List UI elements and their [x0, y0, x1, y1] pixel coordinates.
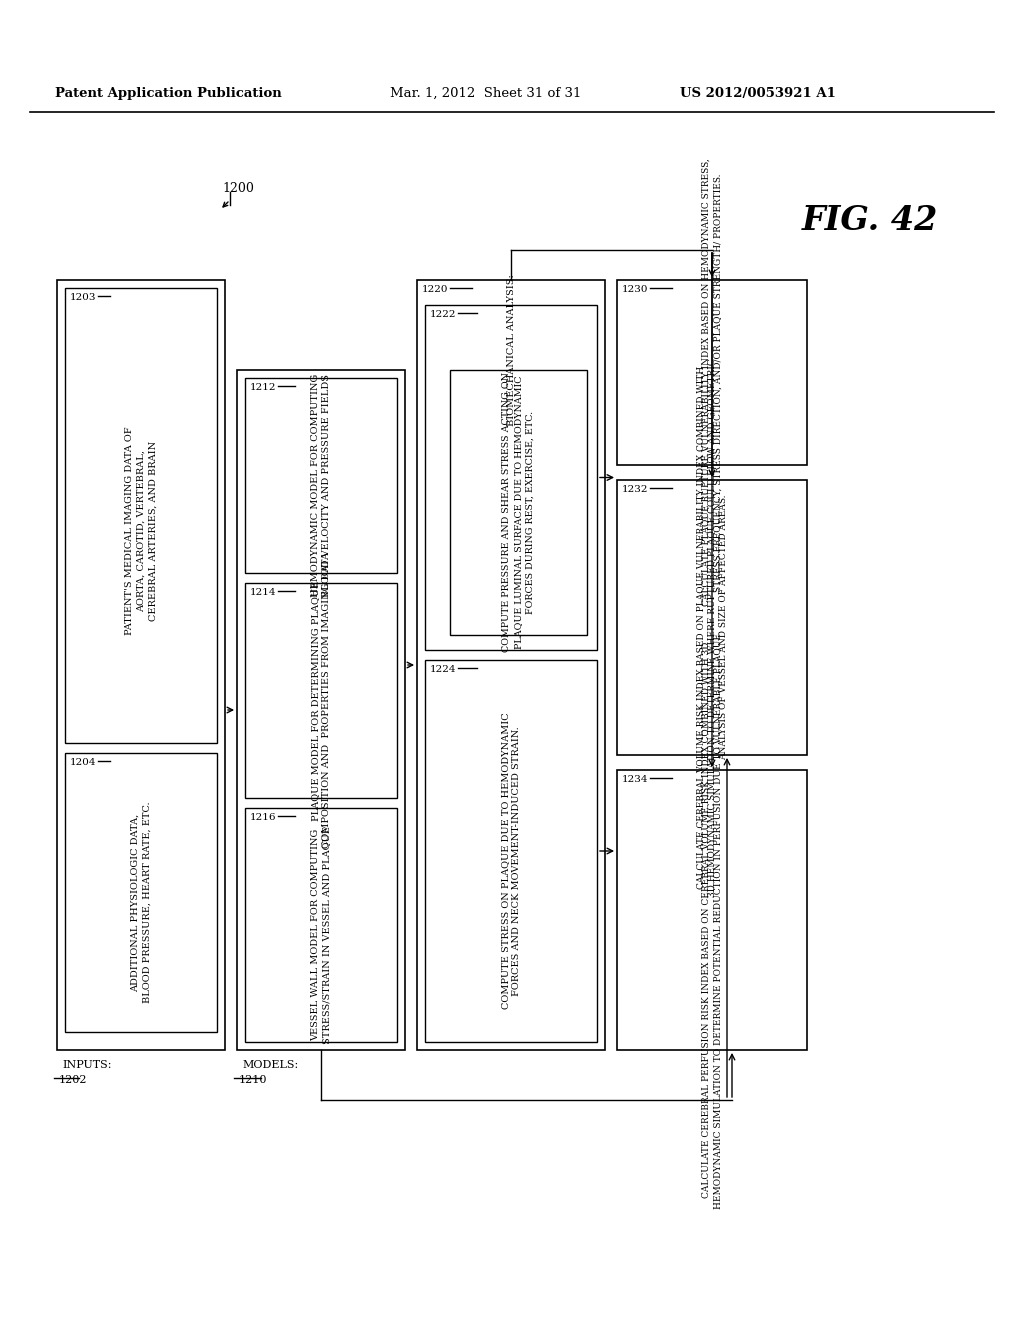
- Bar: [57, 280, 225, 1049]
- Text: HEMODYNAMIC MODEL FOR COMPUTING
BLOOD VELOCITY AND PRESSURE FIELDS: HEMODYNAMIC MODEL FOR COMPUTING BLOOD VE…: [310, 374, 332, 597]
- Text: 1224: 1224: [430, 665, 457, 675]
- Text: ADDITIONAL PHYSIOLOGIC DATA,
BLOOD PRESSURE, HEART RATE, ETC.: ADDITIONAL PHYSIOLOGIC DATA, BLOOD PRESS…: [131, 801, 152, 1003]
- Text: 1204: 1204: [70, 758, 96, 767]
- Bar: [65, 288, 217, 743]
- Text: 1222: 1222: [430, 310, 457, 319]
- Text: Mar. 1, 2012  Sheet 31 of 31: Mar. 1, 2012 Sheet 31 of 31: [390, 87, 582, 99]
- Text: CALCULATE PLAQUE RUPTURE VULNERABILITY INDEX BASED ON HEMODYNAMIC STRESS,
STRESS: CALCULATE PLAQUE RUPTURE VULNERABILITY I…: [701, 158, 722, 606]
- Bar: [617, 480, 807, 755]
- Text: BIOMECHANICAL ANALYSIS:: BIOMECHANICAL ANALYSIS:: [507, 275, 515, 426]
- Text: 1202: 1202: [59, 1074, 87, 1085]
- Text: 1214: 1214: [250, 587, 276, 597]
- Text: PATIENT'S MEDICAL IMAGING DATA OF
AORTA, CAROTID, VERTEBRAL,
CEREBRAL ARTERIES, : PATIENT'S MEDICAL IMAGING DATA OF AORTA,…: [125, 426, 158, 635]
- Text: MODELS:: MODELS:: [242, 1060, 298, 1071]
- Text: PLAQUE MODEL FOR DETERMINING PLAQUE
COMPOSITION AND  PROPERTIES FROM IMAGING DAT: PLAQUE MODEL FOR DETERMINING PLAQUE COMP…: [310, 553, 332, 849]
- Bar: [425, 305, 597, 649]
- Bar: [237, 370, 406, 1049]
- Bar: [617, 770, 807, 1049]
- Text: 1216: 1216: [250, 813, 276, 822]
- Text: 1212: 1212: [250, 383, 276, 392]
- Text: 1220: 1220: [422, 285, 449, 294]
- Text: 1203: 1203: [70, 293, 96, 302]
- Text: CALCULATE CEREBRAL VOLUME RISK INDEX BASED ON PLAQUE VULNERABILITY INDEX COMBINE: CALCULATE CEREBRAL VOLUME RISK INDEX BAS…: [695, 358, 728, 896]
- Text: 1230: 1230: [622, 285, 648, 294]
- Text: 1234: 1234: [622, 775, 648, 784]
- Bar: [65, 752, 217, 1032]
- Text: VESSEL WALL MODEL FOR COMPUTING
STRESS/STRAIN IN VESSEL AND PLAQUE: VESSEL WALL MODEL FOR COMPUTING STRESS/S…: [310, 826, 332, 1044]
- Text: 1200: 1200: [222, 182, 254, 195]
- Bar: [617, 280, 807, 465]
- Bar: [245, 583, 397, 799]
- Bar: [425, 660, 597, 1041]
- Bar: [245, 378, 397, 573]
- Text: COMPUTE PRESSURE AND SHEAR STRESS ACTING ON
PLAQUE LUMINAL SURFACE DUE TO HEMODY: COMPUTE PRESSURE AND SHEAR STRESS ACTING…: [502, 372, 535, 652]
- Text: 1210: 1210: [239, 1074, 267, 1085]
- Text: COMPUTE STRESS ON PLAQUE DUE TO HEMODYNAMIC
FORCES AND NECK MOVEMENT-INDUCED STR: COMPUTE STRESS ON PLAQUE DUE TO HEMODYNA…: [501, 713, 521, 1010]
- Text: CALCULATE CEREBRAL PERFUSION RISK INDEX BASED ON CEREBRAL VOLUME RISK INDEX COMB: CALCULATE CEREBRAL PERFUSION RISK INDEX …: [701, 631, 722, 1209]
- Bar: [450, 370, 587, 635]
- Text: US 2012/0053921 A1: US 2012/0053921 A1: [680, 87, 836, 99]
- Text: Patent Application Publication: Patent Application Publication: [55, 87, 282, 99]
- Text: 1232: 1232: [622, 484, 648, 494]
- Bar: [245, 808, 397, 1041]
- Text: INPUTS:: INPUTS:: [62, 1060, 112, 1071]
- Text: FIG. 42: FIG. 42: [802, 203, 938, 236]
- Bar: [417, 280, 605, 1049]
